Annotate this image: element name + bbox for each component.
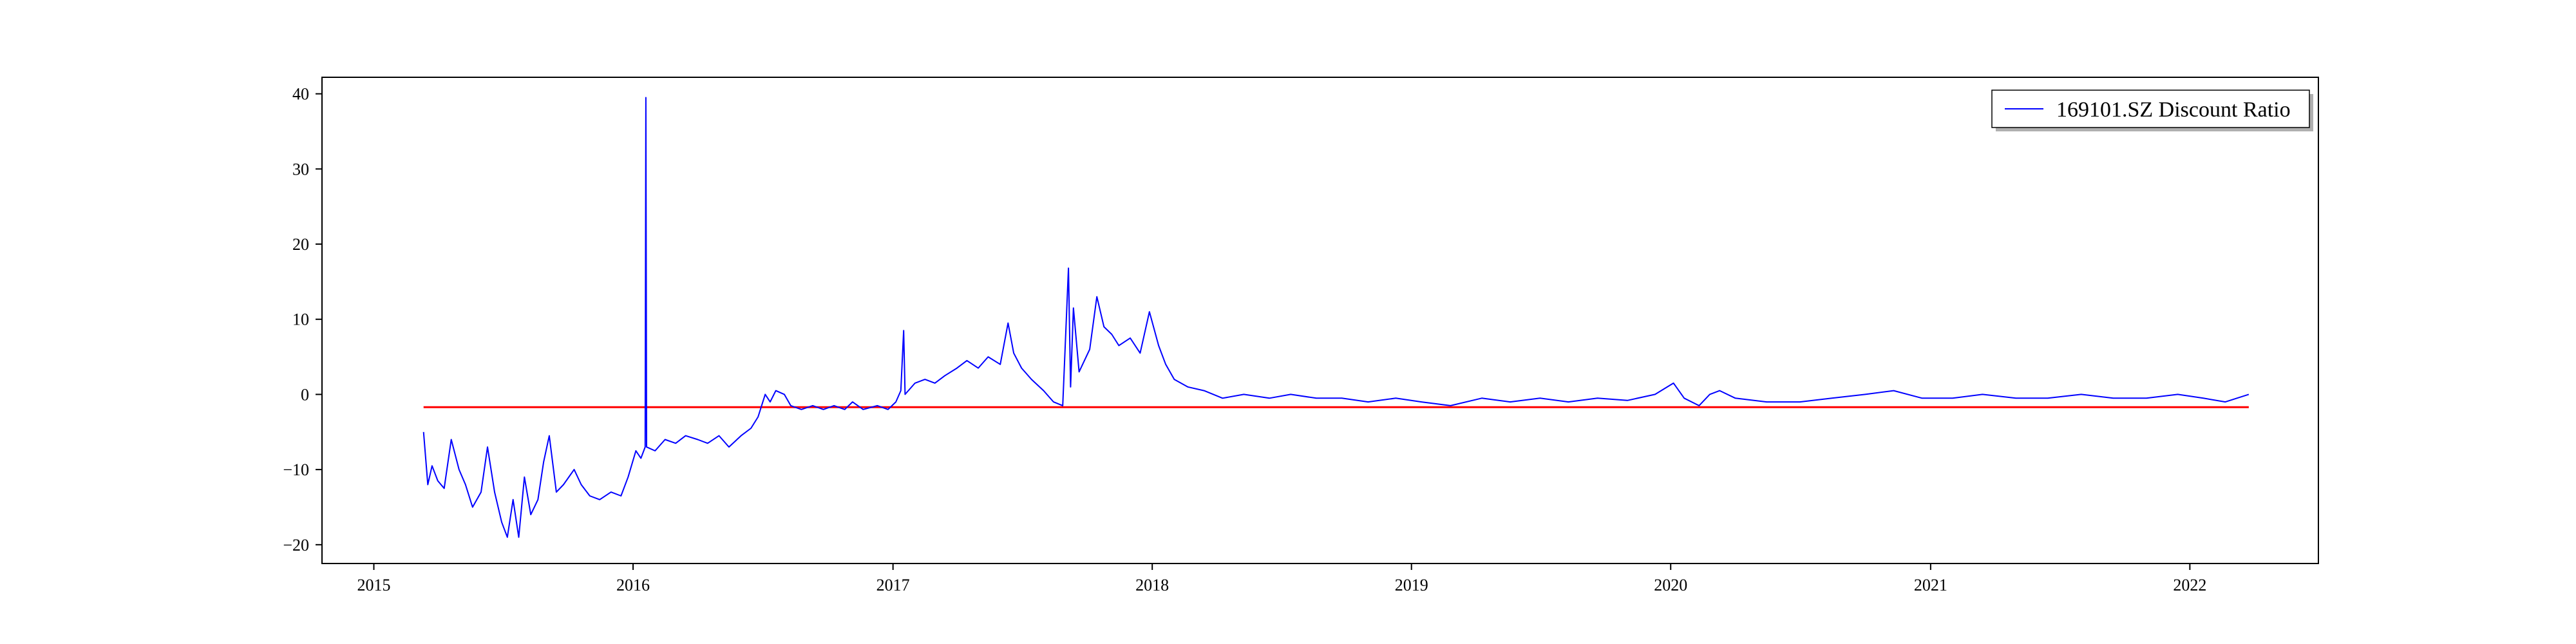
y-tick-label: −20 (283, 536, 309, 554)
plot-area (321, 77, 2319, 564)
x-tick-label: 2015 (357, 576, 391, 594)
x-tick-label: 2018 (1135, 576, 1169, 594)
y-tick-label: 40 (292, 85, 309, 104)
series-line-discount-ratio (422, 97, 2249, 538)
y-tick-label: −10 (283, 460, 309, 479)
legend-box (1991, 90, 2310, 128)
y-tick-label: 10 (292, 310, 309, 329)
axes-frame (321, 77, 2319, 564)
x-tick-label: 2019 (1395, 576, 1428, 594)
x-tick-label: 2016 (616, 576, 650, 594)
y-tick-label: 0 (301, 385, 309, 404)
x-tick-label: 2020 (1654, 576, 1687, 594)
y-tick-label: 20 (292, 235, 309, 254)
series-group (422, 97, 2249, 538)
x-tick-label: 2017 (876, 576, 910, 594)
legend: 169101.SZ Discount Ratio (1991, 90, 2313, 131)
y-tick-label: 30 (292, 160, 309, 178)
y-axis: −20 −10 0 10 20 30 40 (283, 85, 322, 554)
x-tick-label: 2022 (2173, 576, 2206, 594)
x-tick-label: 2021 (1914, 576, 1947, 594)
legend-label: 169101.SZ Discount Ratio (2056, 98, 2291, 122)
x-axis: 2015 2016 2017 2018 2019 2020 2021 2022 (357, 564, 2206, 594)
